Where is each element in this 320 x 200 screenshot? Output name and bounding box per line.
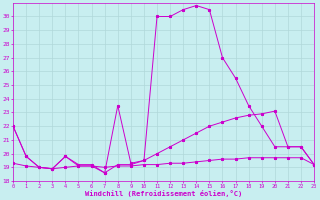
X-axis label: Windchill (Refroidissement éolien,°C): Windchill (Refroidissement éolien,°C) <box>85 190 242 197</box>
